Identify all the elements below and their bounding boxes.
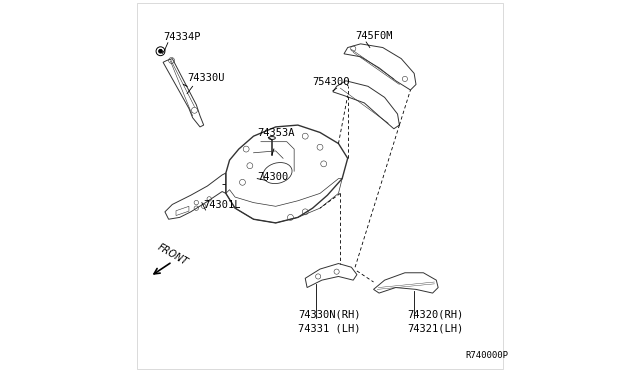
Text: FRONT: FRONT bbox=[156, 242, 189, 267]
Circle shape bbox=[159, 49, 163, 53]
Text: 75430Q: 75430Q bbox=[312, 77, 350, 86]
Text: 74301L: 74301L bbox=[204, 200, 241, 210]
Text: 74320(RH): 74320(RH) bbox=[407, 309, 463, 319]
Text: 74334P: 74334P bbox=[163, 32, 200, 42]
Text: 74330U: 74330U bbox=[187, 73, 225, 83]
Text: R740000P: R740000P bbox=[466, 351, 509, 360]
Text: 74300: 74300 bbox=[257, 173, 289, 182]
Ellipse shape bbox=[269, 137, 275, 140]
Text: 74353A: 74353A bbox=[257, 128, 295, 138]
Text: 74331 (LH): 74331 (LH) bbox=[298, 324, 360, 334]
Text: 74321(LH): 74321(LH) bbox=[407, 324, 463, 334]
Text: 74330N(RH): 74330N(RH) bbox=[298, 309, 360, 319]
Text: 745F0M: 745F0M bbox=[355, 31, 392, 41]
